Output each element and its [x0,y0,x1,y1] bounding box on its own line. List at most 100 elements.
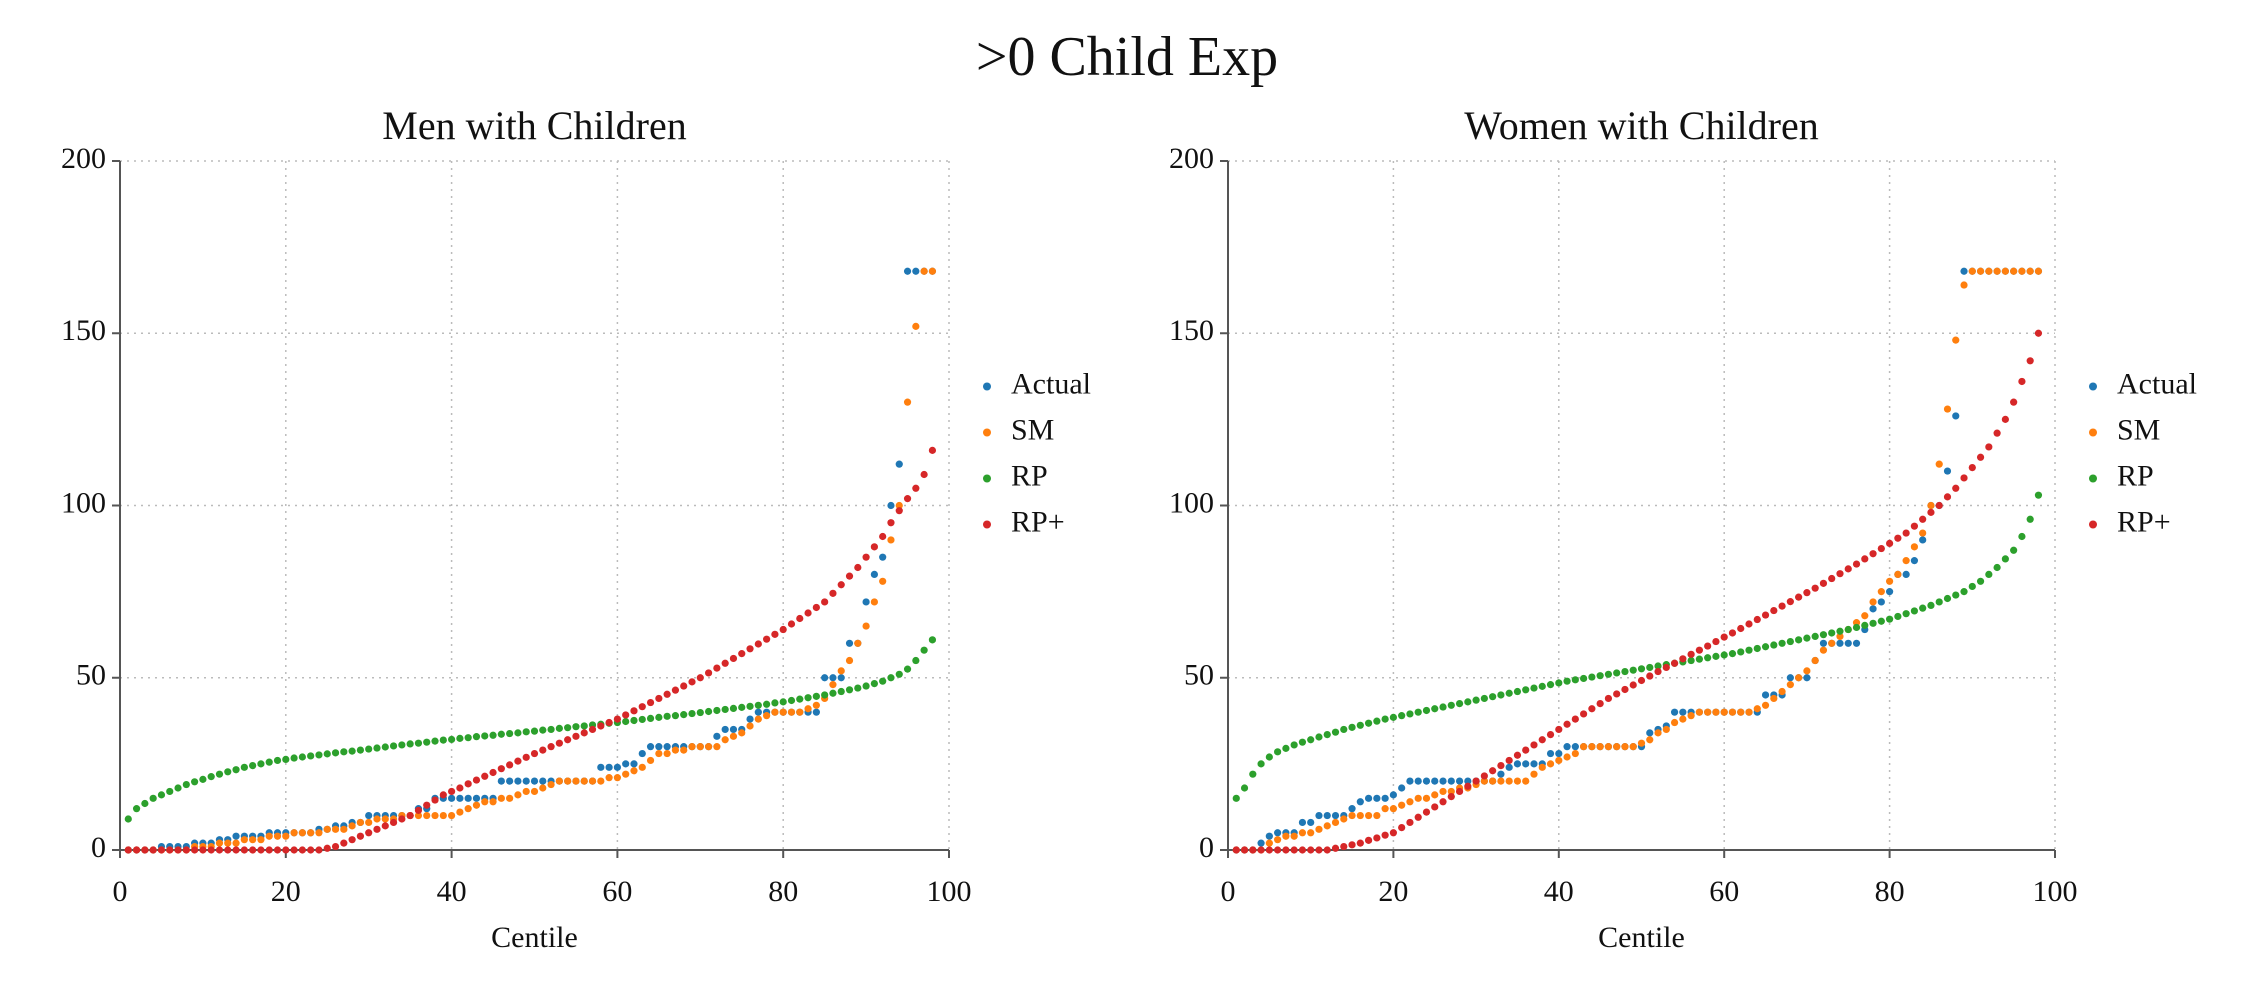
data-point [182,846,190,854]
data-point [804,609,812,617]
data-point [1629,666,1637,674]
data-point [1323,811,1331,820]
data-point [746,702,754,710]
data-point [439,736,447,744]
data-point [340,839,348,847]
data-point [315,846,323,854]
data-point [1844,625,1852,634]
data-point [1439,777,1447,785]
data-point [282,832,290,840]
data-point [1919,529,1927,537]
data-point [1497,761,1505,770]
data-point [862,553,870,561]
data-point [1761,691,1770,699]
data-point [1356,721,1364,729]
data-point [1381,831,1389,839]
data-point [1886,615,1894,623]
data-point [406,811,414,820]
data-point [1968,267,1976,275]
data-point [331,749,340,757]
data-point [1795,636,1803,644]
data-point [1373,794,1381,802]
data-point [812,692,820,700]
data-point [1662,663,1670,672]
data-point [1398,824,1406,832]
data-point [1406,777,1414,785]
data-point [464,734,472,742]
data-point [1422,706,1431,715]
data-point [812,708,820,716]
data-point [414,811,423,820]
data-point [622,760,630,768]
data-point [1877,544,1885,553]
data-point [1770,694,1778,703]
data-point [340,825,348,833]
data-point [1232,846,1240,854]
data-point [1323,730,1331,739]
data-point [663,749,671,758]
data-point [597,763,605,771]
data-point [1315,825,1323,833]
data-point [854,563,862,572]
data-point [157,846,166,854]
data-point [630,716,638,725]
y-tick-label: 100 [1169,486,1214,519]
data-point [1505,689,1513,697]
data-point [1257,846,1265,854]
data-point [928,267,937,275]
data-point [895,501,903,510]
data-point [1530,770,1538,778]
data-point [1290,741,1298,749]
data-point [489,798,497,806]
data-point [696,708,704,717]
data-point [821,691,829,699]
data-point [290,754,298,762]
data-point [622,717,630,726]
data-point [895,670,903,678]
data-point [1315,811,1323,820]
data-point [1935,598,1943,606]
legend-marker [983,520,991,529]
data-point [191,778,199,786]
data-point [555,777,563,785]
data-point [1588,705,1596,713]
data-point [763,712,771,720]
data-point [1745,620,1753,628]
data-point [1629,681,1637,689]
data-point [514,729,522,737]
data-point [323,825,331,833]
data-point [472,801,481,809]
data-point [1728,629,1737,637]
data-point [1455,699,1464,708]
data-point [1373,834,1381,842]
data-point [1795,593,1803,601]
legend: Actual SM RP RP+ [983,367,1091,538]
data-point [1307,829,1315,837]
data-point [1571,743,1579,751]
y-tick-label: 200 [1169,142,1214,175]
data-point [555,724,563,732]
data-point [646,714,655,723]
data-point [1695,655,1703,663]
data-point [1778,602,1786,610]
data-point [522,753,530,761]
data-point [1968,464,1976,472]
data-point [1670,708,1679,716]
data-point [240,763,248,771]
data-point [1621,667,1629,676]
data-point [481,798,489,806]
data-point [729,732,738,740]
data-point [1910,557,1919,565]
data-point [837,667,845,675]
data-point [671,746,680,754]
data-point [854,684,862,692]
data-point [912,267,920,275]
data-point [796,708,804,716]
data-point [398,815,406,823]
data-point [456,794,464,802]
data-point [315,751,323,759]
data-point [580,777,588,785]
data-point [1679,715,1687,723]
data-point [539,777,547,785]
data-point [249,761,257,770]
